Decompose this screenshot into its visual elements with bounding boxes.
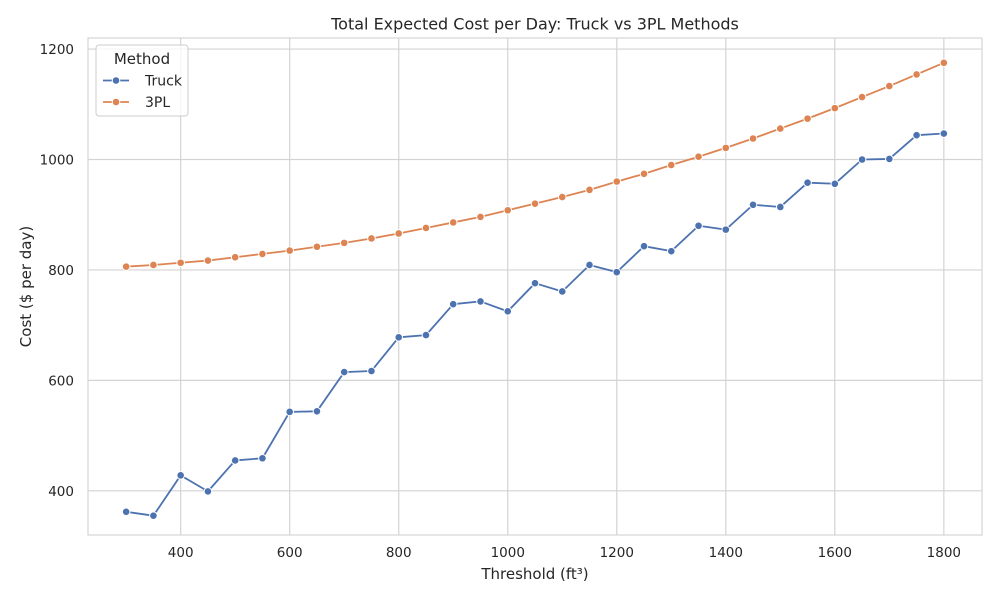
data-point-truck [203, 487, 213, 496]
legend-marker-3pl [111, 97, 121, 107]
data-point-truck [530, 278, 540, 288]
series-layer [121, 58, 949, 520]
data-point-3pl [394, 229, 404, 238]
legend-marker-truck [111, 76, 121, 85]
legend-title: Method [114, 50, 170, 68]
data-point-3pl [503, 205, 513, 215]
data-point-truck [912, 130, 921, 140]
data-point-3pl [421, 223, 431, 233]
data-point-truck [803, 178, 812, 187]
data-point-truck [721, 225, 731, 234]
legend-label-truck: Truck [144, 74, 183, 90]
data-point-truck [885, 154, 894, 164]
data-point-truck [176, 471, 185, 480]
data-point-truck [857, 155, 867, 164]
x-tick-label: 400 [168, 545, 194, 561]
data-point-3pl [939, 58, 949, 68]
data-point-truck [312, 407, 322, 416]
data-point-3pl [530, 199, 540, 208]
data-point-3pl [339, 238, 349, 248]
data-point-3pl [748, 134, 758, 143]
data-point-3pl [230, 252, 240, 262]
data-point-truck [585, 260, 594, 270]
data-point-truck [503, 307, 513, 316]
data-point-3pl [367, 234, 376, 243]
y-tick-label: 1000 [40, 152, 74, 168]
y-tick-label: 600 [48, 373, 74, 389]
x-tick-label: 1800 [927, 545, 961, 561]
data-point-truck [285, 407, 294, 417]
data-point-3pl [857, 92, 867, 102]
data-point-3pl [476, 212, 485, 222]
data-point-truck [694, 221, 703, 231]
data-point-3pl [203, 256, 213, 265]
data-point-truck [421, 330, 431, 340]
data-point-truck [939, 129, 949, 138]
chart-title: Total Expected Cost per Day: Truck vs 3P… [330, 15, 739, 34]
data-point-truck [394, 333, 404, 342]
data-point-3pl [830, 103, 840, 113]
data-point-truck [339, 367, 349, 377]
y-axis-label: Cost ($ per day) [17, 226, 35, 347]
data-point-3pl [149, 260, 158, 270]
x-tick-label: 800 [386, 545, 412, 561]
data-point-3pl [694, 152, 703, 162]
data-point-truck [776, 202, 785, 212]
data-point-3pl [557, 192, 567, 202]
data-point-3pl [448, 218, 458, 227]
data-point-3pl [312, 242, 322, 252]
x-tick-label: 600 [277, 545, 303, 561]
data-point-3pl [258, 249, 267, 259]
y-tick-label: 400 [48, 484, 74, 500]
data-point-truck [639, 241, 649, 251]
data-point-3pl [666, 160, 676, 170]
legend: Method Truck 3PL [95, 44, 189, 117]
legend-box [95, 44, 189, 117]
data-point-3pl [912, 70, 921, 79]
x-tick-label: 1600 [818, 545, 852, 561]
x-axis-label: Threshold (ft³) [480, 565, 588, 583]
data-point-truck [121, 507, 131, 517]
x-tick-label: 1400 [709, 545, 743, 561]
data-point-truck [557, 287, 567, 296]
data-point-3pl [803, 114, 812, 123]
data-point-truck [748, 200, 758, 210]
data-point-truck [612, 267, 622, 277]
data-point-3pl [612, 177, 622, 186]
data-point-truck [476, 297, 485, 306]
legend-label-3pl: 3PL [145, 95, 170, 111]
data-point-3pl [285, 246, 294, 255]
data-point-truck [258, 453, 267, 463]
data-point-truck [149, 511, 158, 520]
data-point-truck [448, 299, 458, 309]
data-point-3pl [585, 185, 594, 195]
tick-layer: 400 600 800 1000 1200 1400 1600 1800 400 600 800 10… [40, 42, 961, 561]
data-point-truck [666, 246, 676, 256]
x-tick-label: 1200 [600, 545, 634, 561]
grid-layer [88, 38, 982, 535]
data-point-3pl [885, 81, 894, 91]
y-tick-label: 1200 [40, 42, 74, 58]
y-tick-label: 800 [48, 263, 74, 279]
x-tick-label: 1000 [491, 545, 525, 561]
data-point-3pl [121, 262, 131, 271]
data-point-3pl [176, 258, 185, 268]
data-point-truck [830, 179, 840, 189]
data-point-3pl [639, 169, 649, 179]
data-point-3pl [776, 124, 785, 133]
data-point-3pl [721, 143, 731, 153]
data-point-truck [367, 366, 376, 376]
data-point-truck [230, 456, 240, 465]
